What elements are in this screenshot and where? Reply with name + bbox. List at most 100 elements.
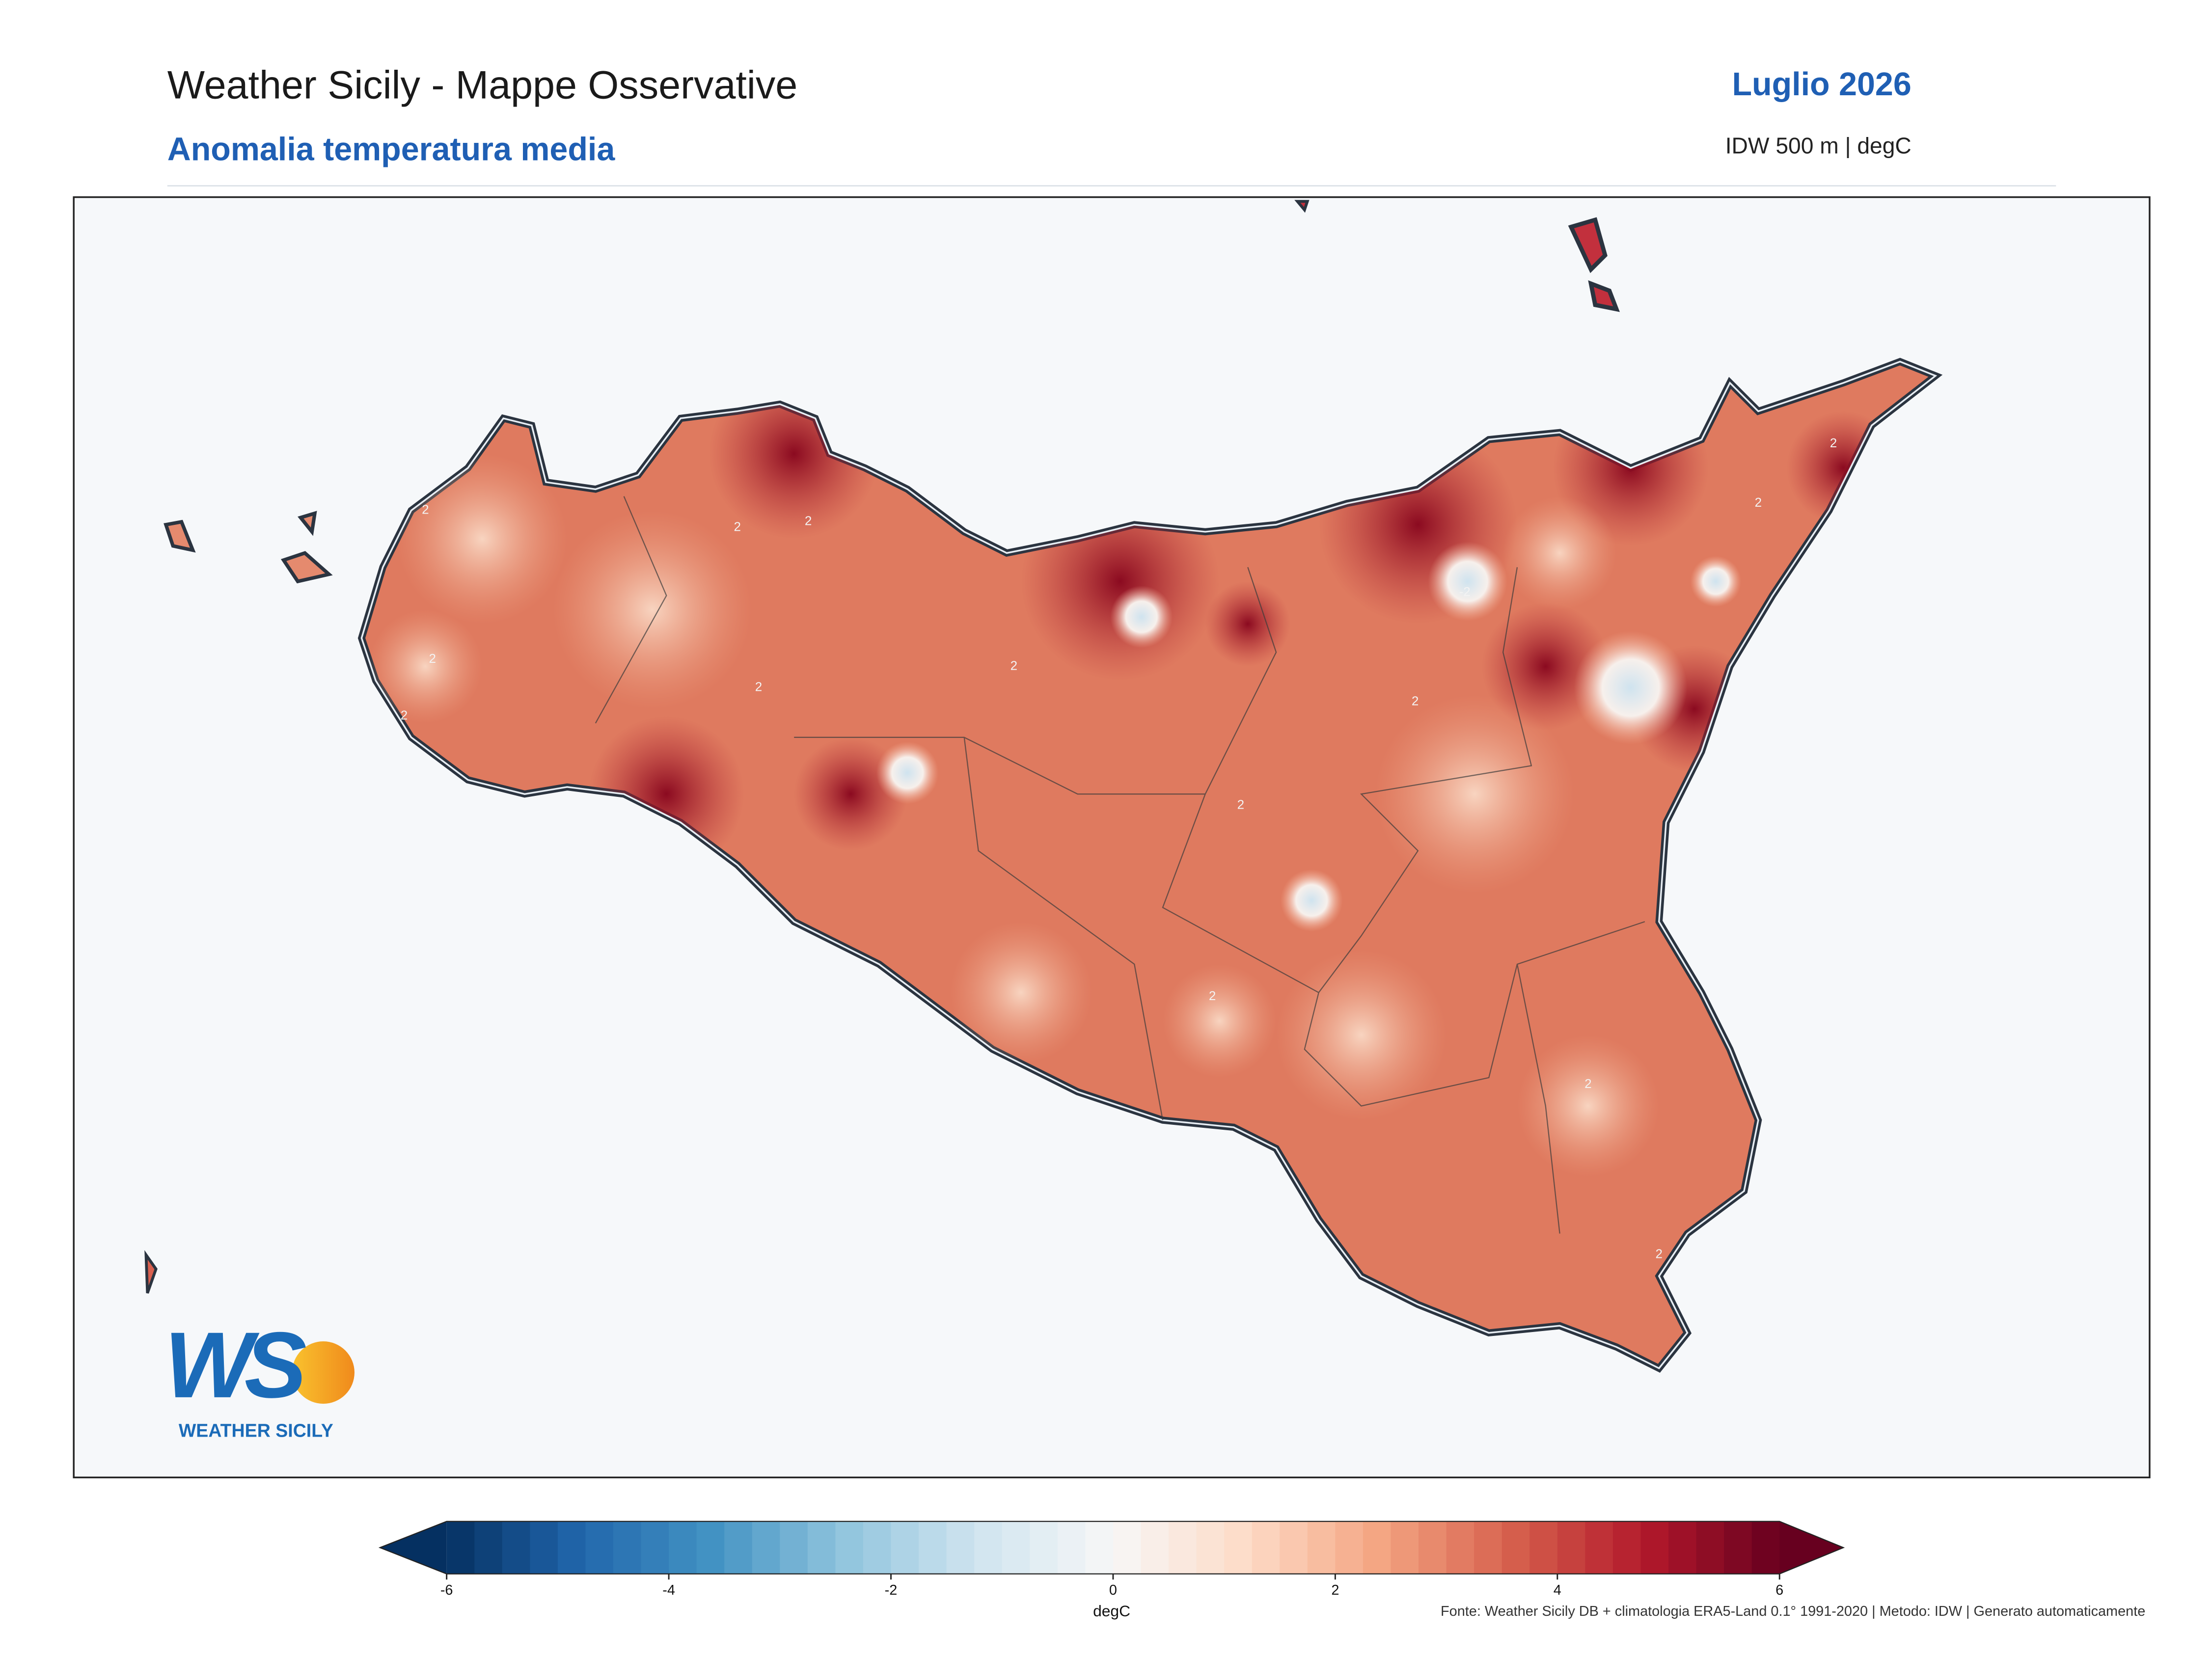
contour-label: 2 — [734, 519, 740, 534]
aeolian-islands — [1568, 217, 1620, 312]
colorbar-step — [835, 1521, 864, 1574]
anomaly-patch — [397, 454, 568, 624]
anomaly-patch — [553, 510, 752, 709]
contour-label: 2 — [755, 680, 762, 694]
contour-label: 2 — [422, 502, 429, 517]
anomaly-patch — [1163, 964, 1277, 1078]
colorbar-step — [1002, 1521, 1031, 1574]
contour-label: 2 — [1755, 495, 1762, 510]
colorbar-step — [1085, 1521, 1114, 1574]
contour-label: 2 — [805, 514, 812, 528]
colorbar-step — [502, 1521, 531, 1574]
title: Weather Sicily - Mappe Osservative — [167, 63, 797, 108]
colorbar-step — [807, 1521, 836, 1574]
colorbar-step — [863, 1521, 892, 1574]
subtitle: Anomalia temperatura media — [167, 132, 616, 168]
colorbar-label: degC — [1093, 1602, 1130, 1620]
colorbar-step — [1529, 1521, 1558, 1574]
logo: WS WEATHER SICILY — [164, 1313, 355, 1441]
colorbar-step — [1280, 1521, 1308, 1574]
colorbar: -6 -4 -2 0 2 4 6 — [378, 1521, 1845, 1598]
colorbar-tick-label: -2 — [885, 1582, 898, 1598]
contour-label: -2 — [1459, 584, 1471, 599]
contour-label: 2 — [1010, 658, 1017, 673]
colorbar-step — [974, 1521, 1003, 1574]
period: Luglio 2026 — [1732, 66, 1911, 103]
pantelleria — [144, 1250, 158, 1294]
colorbar-step — [919, 1521, 947, 1574]
colorbar-step — [1502, 1521, 1530, 1574]
colorbar-tick-label: 4 — [1554, 1582, 1561, 1598]
colorbar-step — [1668, 1521, 1697, 1574]
anomaly-patch — [1574, 631, 1688, 745]
colorbar-step — [1724, 1521, 1752, 1574]
anomaly-patch — [876, 741, 939, 804]
anomaly-patch — [1690, 556, 1742, 607]
egadi-islands — [164, 511, 333, 584]
colorbar-step — [641, 1521, 670, 1574]
contour-label: 2 — [1237, 797, 1244, 812]
anomaly-patch — [1503, 496, 1617, 610]
contour-label: 2 — [1584, 1076, 1591, 1091]
colorbar-tick-label: 2 — [1331, 1582, 1339, 1598]
province-borders — [595, 496, 1645, 1234]
colorbar-step — [1113, 1521, 1142, 1574]
island — [1294, 200, 1310, 213]
colorbar-step — [669, 1521, 697, 1574]
colorbar-tick-label: 0 — [1109, 1582, 1117, 1598]
logo-name: WEATHER SICILY — [179, 1420, 333, 1441]
logo-mark: WS — [164, 1313, 306, 1417]
colorbar-step — [752, 1521, 781, 1574]
colorbar-step — [585, 1521, 614, 1574]
colorbar-step — [1640, 1521, 1669, 1574]
anomaly-patch — [368, 609, 482, 723]
anomaly-patch — [1276, 950, 1447, 1120]
colorbar-step — [557, 1521, 586, 1574]
contour-label: 2 — [1412, 693, 1419, 708]
colorbar-step — [613, 1521, 642, 1574]
contour-label: 2 — [1830, 435, 1837, 450]
colorbar-step — [696, 1521, 725, 1574]
colorbar-low-end — [380, 1521, 447, 1574]
anomaly-patch — [1375, 695, 1574, 894]
colorbar-step — [1474, 1521, 1502, 1574]
colorbar-step — [724, 1521, 753, 1574]
colorbar-step — [1335, 1521, 1364, 1574]
contour-label: 2 — [429, 651, 436, 666]
anomaly-patch — [1280, 869, 1343, 932]
colorbar-step — [1446, 1521, 1475, 1574]
colorbar-step — [946, 1521, 975, 1574]
colorbar-step — [530, 1521, 559, 1574]
anomaly-patch — [950, 922, 1092, 1063]
contour-label: 2 — [1656, 1247, 1663, 1261]
source-note: Fonte: Weather Sicily DB + climatologia … — [1441, 1604, 2145, 1619]
colorbar-step — [1419, 1521, 1447, 1574]
colorbar-step — [780, 1521, 809, 1574]
contour-label: 2 — [401, 707, 408, 722]
contour-labels: 2 2 2 2 2 2 2 2 2 2 2 2 -2 2 2 — [401, 435, 1837, 1261]
colorbar-step — [474, 1521, 503, 1574]
method: IDW 500 m | degC — [1725, 133, 1912, 159]
colorbar-step — [1612, 1521, 1641, 1574]
colorbar-tick-label: 6 — [1775, 1582, 1783, 1598]
colorbar-step — [1363, 1521, 1392, 1574]
anomaly-patch — [1517, 1035, 1659, 1177]
colorbar-step — [1141, 1521, 1170, 1574]
anomaly-patch — [1110, 585, 1173, 648]
colorbar-high-end — [1779, 1521, 1844, 1574]
colorbar-step — [1696, 1521, 1725, 1574]
colorbar-step — [446, 1521, 475, 1574]
colorbar-step — [1585, 1521, 1614, 1574]
colorbar-step — [891, 1521, 920, 1574]
anomaly-patch — [1428, 542, 1507, 621]
colorbar-step — [1751, 1521, 1780, 1574]
colorbar-tick-label: -6 — [440, 1582, 453, 1598]
colorbar-step — [1196, 1521, 1225, 1574]
anomaly-patch — [1205, 581, 1290, 667]
colorbar-tick-label: -4 — [662, 1582, 675, 1598]
logo-sun — [292, 1341, 355, 1404]
colorbar-step — [1169, 1521, 1197, 1574]
colorbar-step — [1557, 1521, 1586, 1574]
colorbar-step — [1252, 1521, 1281, 1574]
